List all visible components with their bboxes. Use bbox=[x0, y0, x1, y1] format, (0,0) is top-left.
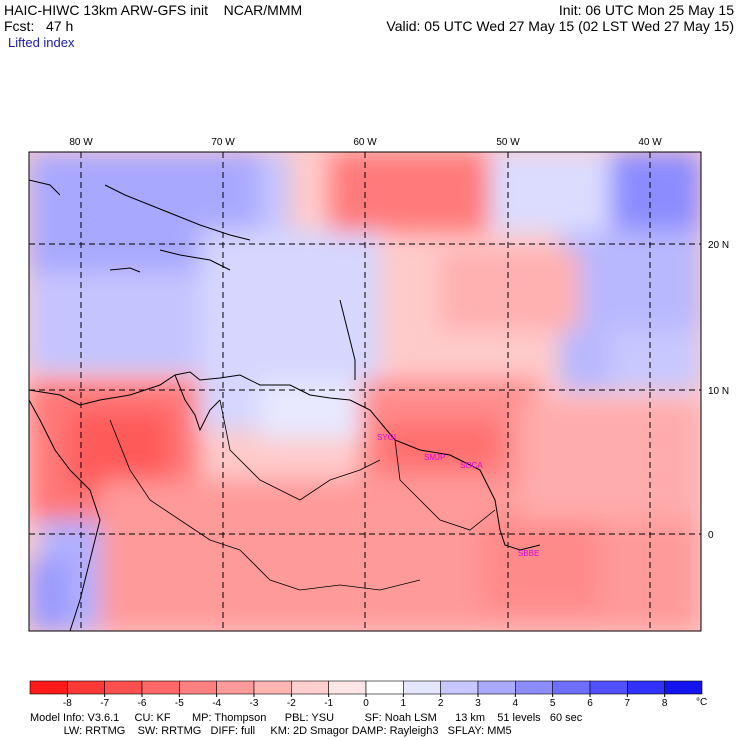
colorbar-tick-label: 4 bbox=[513, 698, 519, 709]
colorbar-swatch bbox=[589, 680, 628, 695]
station-label: SBBE bbox=[518, 549, 539, 558]
colorbar-swatch bbox=[627, 680, 665, 695]
station-label: SYGI bbox=[377, 433, 396, 442]
colorbar-swatch bbox=[552, 680, 591, 695]
colorbar: -8 -7 -6 -5 -4 -3 -2 -1 0 1 2 3 4 5 6 7 8 bbox=[29, 680, 703, 709]
south-america-coast bbox=[29, 371, 541, 551]
colorbar-swatch bbox=[664, 680, 703, 695]
field-name: Lifted index bbox=[8, 35, 75, 50]
lesser-antilles-coast bbox=[339, 299, 356, 380]
lon-label: 60 W bbox=[353, 137, 377, 148]
colorbar-tick-label: -3 bbox=[250, 698, 259, 709]
colorbar-tick-label: -4 bbox=[212, 698, 221, 709]
colorbar-swatch bbox=[403, 680, 441, 695]
colorbar-swatch bbox=[291, 680, 329, 695]
colorbar-tick-label: 7 bbox=[625, 698, 631, 709]
lon-label: 70 W bbox=[211, 137, 235, 148]
forecast-hour: Fcst: 47 h bbox=[4, 18, 74, 34]
latitude-labels: 20 N 10 N 0 bbox=[708, 240, 729, 541]
lat-label: 0 bbox=[708, 530, 714, 541]
colorbar-tick-label: -6 bbox=[138, 698, 147, 709]
grid-lines bbox=[29, 152, 701, 631]
colorbar-swatch bbox=[477, 680, 516, 695]
colorbar-swatch bbox=[515, 680, 553, 695]
colorbar-swatch bbox=[29, 680, 68, 695]
lifted-index-field bbox=[29, 152, 701, 631]
colorbar-tick-label: -1 bbox=[324, 698, 333, 709]
colorbar-tick-label: 5 bbox=[550, 698, 556, 709]
colorbar-tick-label: 0 bbox=[363, 698, 369, 709]
colorbar-swatch bbox=[440, 680, 479, 695]
init-time: Init: 06 UTC Mon 25 May 15 bbox=[558, 2, 734, 18]
colorbar-swatch bbox=[365, 680, 404, 695]
colorbar-tick-label: 3 bbox=[475, 698, 481, 709]
colorbar-swatch bbox=[179, 680, 217, 695]
station-label: SOCA bbox=[460, 461, 483, 470]
lon-label: 50 W bbox=[496, 137, 520, 148]
colorbar-swatch bbox=[67, 680, 105, 695]
colorbar-tick-label: 2 bbox=[438, 698, 444, 709]
cuba-coast bbox=[104, 184, 251, 241]
colorbar-swatch bbox=[141, 680, 180, 695]
model-info-line2: LW: RRTMG SW: RRTMG DIFF: full KM: 2D Sm… bbox=[30, 725, 512, 737]
lat-label: 20 N bbox=[708, 240, 729, 251]
lon-label: 40 W bbox=[638, 137, 662, 148]
colorbar-unit: °C bbox=[696, 697, 707, 708]
colorbar-tick-label: -5 bbox=[175, 698, 184, 709]
colorbar-swatch bbox=[216, 680, 255, 695]
model-info-line1: Model Info: V3.6.1 CU: KF MP: Thompson P… bbox=[30, 712, 583, 724]
station-labels: SYGI SMJP SOCA SBBE bbox=[377, 433, 539, 558]
borders bbox=[109, 399, 496, 591]
pacific-coast bbox=[29, 399, 101, 631]
florida-coast bbox=[29, 179, 61, 196]
map-frame bbox=[28, 151, 702, 632]
colorbar-swatch bbox=[253, 680, 292, 695]
colorbar-swatch bbox=[104, 680, 143, 695]
hispaniola-coast bbox=[159, 249, 231, 271]
colorbar-tick-label: -2 bbox=[287, 698, 296, 709]
colorbar-tick-label: 1 bbox=[401, 698, 407, 709]
colorbar-tick-label: -8 bbox=[63, 698, 72, 709]
longitude-labels: 80 W 70 W 60 W 50 W 40 W bbox=[69, 137, 662, 148]
run-title: HAIC-HIWC 13km ARW-GFS init NCAR/MMM bbox=[4, 2, 303, 18]
lon-label: 80 W bbox=[69, 137, 93, 148]
jamaica-coast bbox=[109, 267, 141, 273]
valid-time: Valid: 05 UTC Wed 27 May 15 (02 LST Wed … bbox=[386, 18, 734, 34]
colorbar-tick-label: -7 bbox=[100, 698, 109, 709]
maracaibo-coast bbox=[174, 374, 221, 432]
colorbar-tick-label: 6 bbox=[587, 698, 593, 709]
coastlines bbox=[29, 179, 541, 631]
colorbar-tick-label: 8 bbox=[662, 698, 668, 709]
lat-label: 10 N bbox=[708, 386, 729, 397]
colorbar-swatch bbox=[328, 680, 367, 695]
station-label: SMJP bbox=[424, 453, 445, 462]
